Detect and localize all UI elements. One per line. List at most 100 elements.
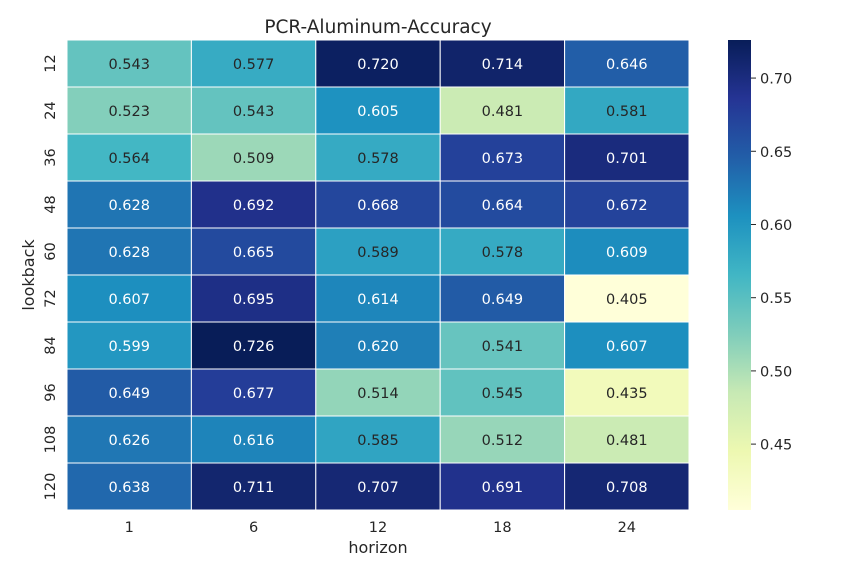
- heatmap-cell: [190, 415, 317, 464]
- heatmap-cell: [190, 133, 317, 182]
- heatmap-cell: [564, 274, 690, 323]
- cell-value-label: 0.638: [108, 480, 150, 496]
- heatmap-cell: [66, 462, 192, 511]
- heatmap-cell: [190, 368, 317, 417]
- y-tick-label: 12: [43, 54, 59, 72]
- cell-value-label: 0.711: [233, 480, 275, 496]
- cell-value-label: 0.726: [233, 339, 275, 355]
- y-tick-label: 96: [43, 383, 59, 401]
- cell-value-label: 0.701: [606, 151, 648, 167]
- cell-value-label: 0.665: [233, 245, 275, 261]
- y-tick-label: 108: [43, 426, 59, 454]
- y-tick-label: 60: [43, 242, 59, 260]
- heatmap-cell: [66, 39, 192, 88]
- cell-value-label: 0.578: [482, 245, 524, 261]
- x-tick-label: 24: [618, 520, 636, 536]
- heatmap-cell: [564, 462, 690, 511]
- colorbar: [728, 40, 751, 510]
- heatmap-cell: [564, 180, 690, 229]
- cell-value-label: 0.541: [482, 339, 524, 355]
- cell-value-label: 0.672: [606, 198, 648, 214]
- heatmap-cell: [564, 86, 690, 135]
- heatmap-cell: [564, 227, 690, 276]
- y-axis-label: lookback: [19, 239, 38, 311]
- cell-value-label: 0.405: [606, 292, 648, 308]
- heatmap-cell: [439, 180, 566, 229]
- heatmap-cell: [564, 415, 690, 464]
- heatmap-cells: 0.543 0.577 0.720 0.714 0.646 0.523 0.543 0.605…: [66, 39, 690, 511]
- heatmap-cell: [190, 462, 317, 511]
- cell-value-label: 0.564: [108, 151, 150, 167]
- heatmap-cell: [439, 133, 566, 182]
- heatmap-cell: [190, 180, 317, 229]
- heatmap-cell: [66, 321, 192, 370]
- cell-value-label: 0.620: [357, 339, 399, 355]
- cell-value-label: 0.435: [606, 386, 648, 402]
- cell-value-label: 0.577: [233, 57, 275, 73]
- x-tick-labels: 1 6 12 18 24: [125, 520, 636, 536]
- heatmap-cell: [315, 227, 441, 276]
- cell-value-label: 0.609: [606, 245, 648, 261]
- heatmap-cell: [190, 274, 317, 323]
- cell-value-label: 0.607: [108, 292, 150, 308]
- x-tick-label: 1: [125, 520, 134, 536]
- x-tick-label: 18: [493, 520, 511, 536]
- cell-value-label: 0.692: [233, 198, 275, 214]
- heatmap-cell: [315, 180, 441, 229]
- chart-title: PCR-Aluminum-Accuracy: [264, 17, 491, 38]
- colorbar-tick-label: 0.70: [760, 72, 792, 88]
- cell-value-label: 0.523: [108, 104, 150, 120]
- cell-value-label: 0.614: [357, 292, 399, 308]
- heatmap-cell: [66, 227, 192, 276]
- cell-value-label: 0.646: [606, 57, 648, 73]
- cell-value-label: 0.691: [482, 480, 524, 496]
- heatmap-cell: [564, 368, 690, 417]
- heatmap-cell: [439, 368, 566, 417]
- cell-value-label: 0.695: [233, 292, 275, 308]
- cell-value-label: 0.585: [357, 433, 399, 449]
- cell-value-label: 0.607: [606, 339, 648, 355]
- cell-value-label: 0.514: [357, 386, 399, 402]
- heatmap-cell: [66, 180, 192, 229]
- cell-value-label: 0.668: [357, 198, 399, 214]
- heatmap-cell: [439, 274, 566, 323]
- colorbar-tick-label: 0.60: [760, 218, 792, 234]
- colorbar-tick-label: 0.55: [760, 291, 792, 307]
- colorbar-tick-label: 0.45: [760, 438, 792, 454]
- cell-value-label: 0.673: [482, 151, 524, 167]
- heatmap-cell: [315, 39, 441, 88]
- cell-value-label: 0.481: [606, 433, 648, 449]
- cell-value-label: 0.664: [482, 198, 524, 214]
- y-tick-label: 72: [43, 289, 59, 307]
- y-tick-label: 48: [43, 195, 59, 213]
- heatmap-cell: [315, 274, 441, 323]
- heatmap-cell: [66, 86, 192, 135]
- y-tick-label: 120: [43, 473, 59, 501]
- y-tick-label: 24: [43, 101, 59, 119]
- cell-value-label: 0.714: [482, 57, 524, 73]
- heatmap-cell: [190, 39, 317, 88]
- y-tick-label: 36: [43, 148, 59, 166]
- heatmap-cell: [315, 415, 441, 464]
- heatmap-cell: [315, 86, 441, 135]
- heatmap-cell: [315, 368, 441, 417]
- cell-value-label: 0.628: [108, 198, 150, 214]
- cell-value-label: 0.677: [233, 386, 275, 402]
- cell-value-label: 0.628: [108, 245, 150, 261]
- cell-value-label: 0.616: [233, 433, 275, 449]
- cell-value-label: 0.605: [357, 104, 399, 120]
- cell-value-label: 0.512: [482, 433, 524, 449]
- colorbar-ticks: 0.45 0.50 0.55 0.60 0.65 0.70: [751, 72, 792, 454]
- cell-value-label: 0.649: [482, 292, 524, 308]
- cell-value-label: 0.578: [357, 151, 399, 167]
- x-tick-label: 6: [249, 520, 258, 536]
- y-tick-label: 84: [43, 336, 59, 354]
- cell-value-label: 0.509: [233, 151, 275, 167]
- cell-value-label: 0.545: [482, 386, 524, 402]
- y-tick-labels: 12 24 36 48 60 72 84 96 108 120: [43, 54, 59, 500]
- heatmap-cell: [190, 227, 317, 276]
- heatmap-cell: [315, 462, 441, 511]
- colorbar-tick-label: 0.65: [760, 145, 792, 161]
- x-axis-label: horizon: [348, 538, 407, 557]
